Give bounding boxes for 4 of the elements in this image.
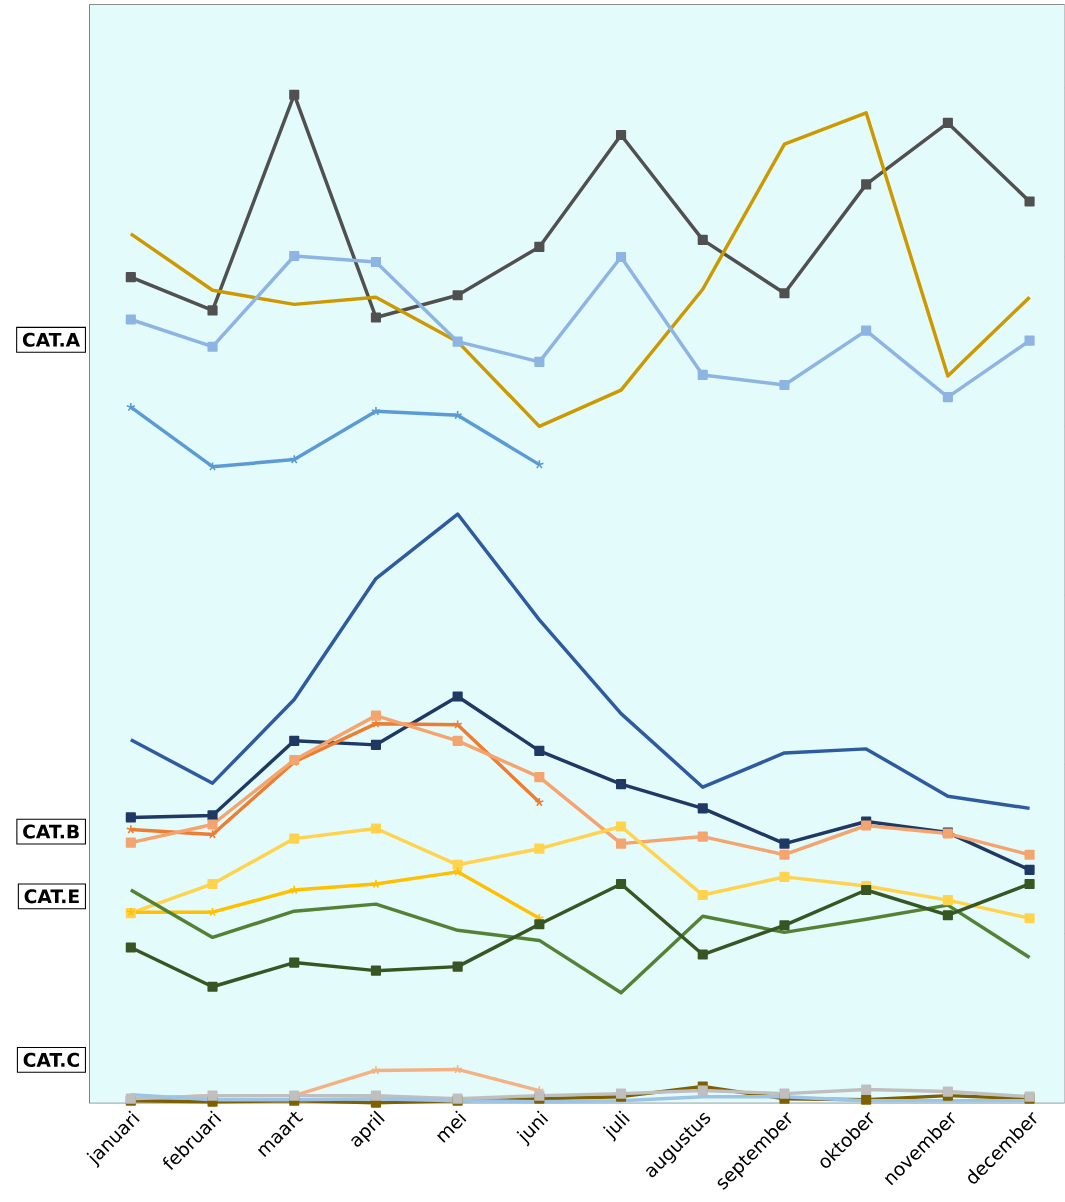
text: CAT.B: [23, 824, 79, 839]
text: CAT.C: [23, 1052, 80, 1067]
text: CAT.A: [23, 332, 81, 347]
text: CAT.E: [24, 889, 79, 904]
